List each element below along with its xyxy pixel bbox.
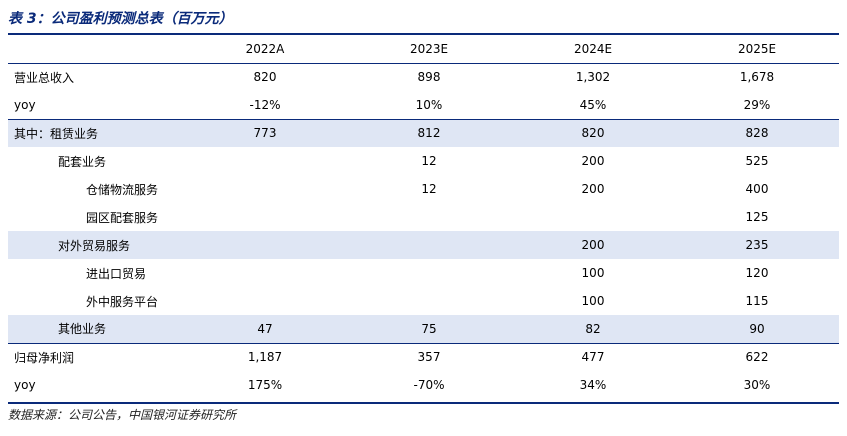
- cell-value: 30%: [743, 378, 771, 392]
- row-label: 其中：租赁业务: [8, 118, 183, 147]
- table-row: 进出口贸易 100 120: [8, 259, 839, 287]
- cell-value: 200: [581, 154, 605, 168]
- cell-value: 898: [417, 70, 441, 85]
- cell-value: 400: [745, 182, 769, 196]
- cell-value: 75: [347, 315, 511, 343]
- cell-value: -70%: [413, 378, 445, 392]
- cell-value: 828: [675, 118, 839, 147]
- cell-value: 100: [581, 266, 605, 280]
- header-cell-2025e: 2025E: [675, 35, 839, 64]
- cell-value: [347, 287, 511, 315]
- cell-value: [183, 231, 347, 259]
- cell-value: 115: [745, 294, 769, 308]
- cell-value: 120: [745, 266, 769, 280]
- cell-value: 477: [511, 342, 675, 371]
- table-row: 对外贸易服务 200 235: [8, 231, 839, 259]
- cell-value: [183, 175, 347, 203]
- row-label: 园区配套服务: [86, 210, 159, 225]
- source-note: 数据来源：公司公告，中国银河证券研究所: [8, 408, 237, 422]
- cell-value: 235: [675, 231, 839, 259]
- cell-value: [183, 287, 347, 315]
- table-row: 配套业务 12 200 525: [8, 147, 839, 175]
- cell-value: [347, 231, 511, 259]
- cell-value: -12%: [249, 97, 281, 112]
- cell-value: [183, 147, 347, 175]
- header-cell-2023e: 2023E: [347, 35, 511, 64]
- bottom-rule: [8, 402, 839, 404]
- cell-value: 90: [675, 315, 839, 343]
- cell-value: 100: [581, 294, 605, 308]
- header-cell-2024e: 2024E: [511, 35, 675, 64]
- row-label: 其他业务: [8, 315, 183, 343]
- cell-value: 175%: [247, 378, 283, 392]
- cell-value: 10%: [415, 97, 443, 112]
- table-row: 其中：租赁业务 773 812 820 828: [8, 118, 839, 147]
- cell-value: 773: [183, 118, 347, 147]
- table-row: yoy -12% 10% 45% 29%: [8, 91, 839, 119]
- cell-value: 45%: [579, 97, 607, 112]
- cell-value: 820: [511, 118, 675, 147]
- cell-value: [347, 259, 511, 287]
- cell-value: 200: [581, 182, 605, 196]
- cell-value: 82: [511, 315, 675, 343]
- cell-value: 820: [253, 70, 277, 85]
- cell-value: [347, 203, 511, 231]
- row-label: yoy: [14, 97, 36, 112]
- forecast-table-container: 2022A 2023E 2024E 2025E 营业总收入 820 898 1,…: [8, 35, 839, 399]
- table-row: 营业总收入 820 898 1,302 1,678: [8, 63, 839, 91]
- cell-value: 29%: [743, 97, 771, 112]
- cell-value: 12: [421, 154, 437, 168]
- cell-value: 525: [745, 154, 769, 168]
- cell-value: 622: [675, 342, 839, 371]
- top-rule: [8, 33, 839, 35]
- table-row: 外中服务平台 100 115: [8, 287, 839, 315]
- cell-value: 357: [347, 342, 511, 371]
- cell-value: 125: [745, 210, 769, 224]
- table-row: 仓储物流服务 12 200 400: [8, 175, 839, 203]
- row-label: 仓储物流服务: [86, 182, 159, 197]
- forecast-table: 2022A 2023E 2024E 2025E 营业总收入 820 898 1,…: [8, 35, 839, 399]
- cell-value: [183, 203, 347, 231]
- cell-value: 34%: [579, 378, 607, 392]
- table-row: yoy 175% -70% 34% 30%: [8, 371, 839, 399]
- row-label: 对外贸易服务: [8, 231, 183, 259]
- row-label: 配套业务: [58, 154, 107, 169]
- row-label: 进出口贸易: [86, 266, 147, 281]
- table-title: 表 3：公司盈利预测总表（百万元）: [8, 11, 233, 27]
- cell-value: 1,678: [739, 70, 775, 85]
- header-cell-label: [8, 35, 183, 64]
- cell-value: 812: [347, 118, 511, 147]
- header-cell-2022a: 2022A: [183, 35, 347, 64]
- row-label: 归母净利润: [8, 342, 183, 371]
- cell-value: 1,187: [183, 342, 347, 371]
- row-label: 营业总收入: [14, 70, 75, 85]
- table-row: 其他业务 47 75 82 90: [8, 315, 839, 343]
- cell-value: 12: [421, 182, 437, 196]
- table-row: 园区配套服务 125: [8, 203, 839, 231]
- cell-value: 1,302: [575, 70, 611, 85]
- header-row: 2022A 2023E 2024E 2025E: [8, 35, 839, 64]
- cell-value: [183, 259, 347, 287]
- table-row: 归母净利润 1,187 357 477 622: [8, 342, 839, 371]
- row-label: 外中服务平台: [86, 294, 159, 309]
- cell-value: [511, 203, 675, 231]
- cell-value: 200: [511, 231, 675, 259]
- cell-value: 47: [183, 315, 347, 343]
- row-label: yoy: [14, 378, 36, 392]
